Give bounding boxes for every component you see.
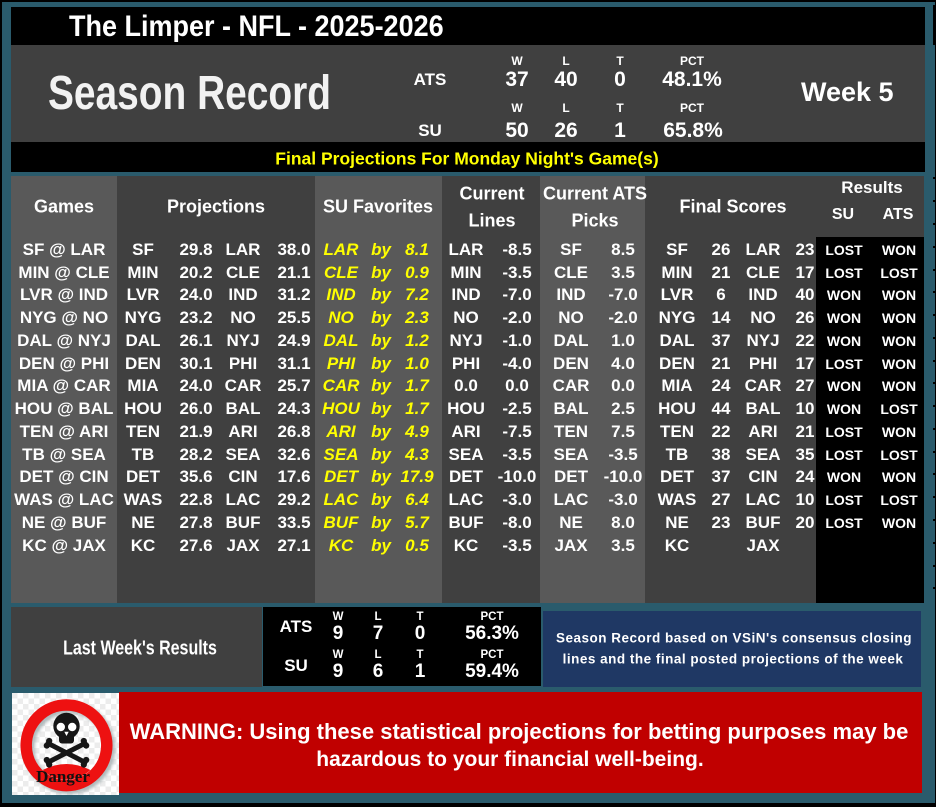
svg-text:Danger: Danger [36, 767, 90, 786]
